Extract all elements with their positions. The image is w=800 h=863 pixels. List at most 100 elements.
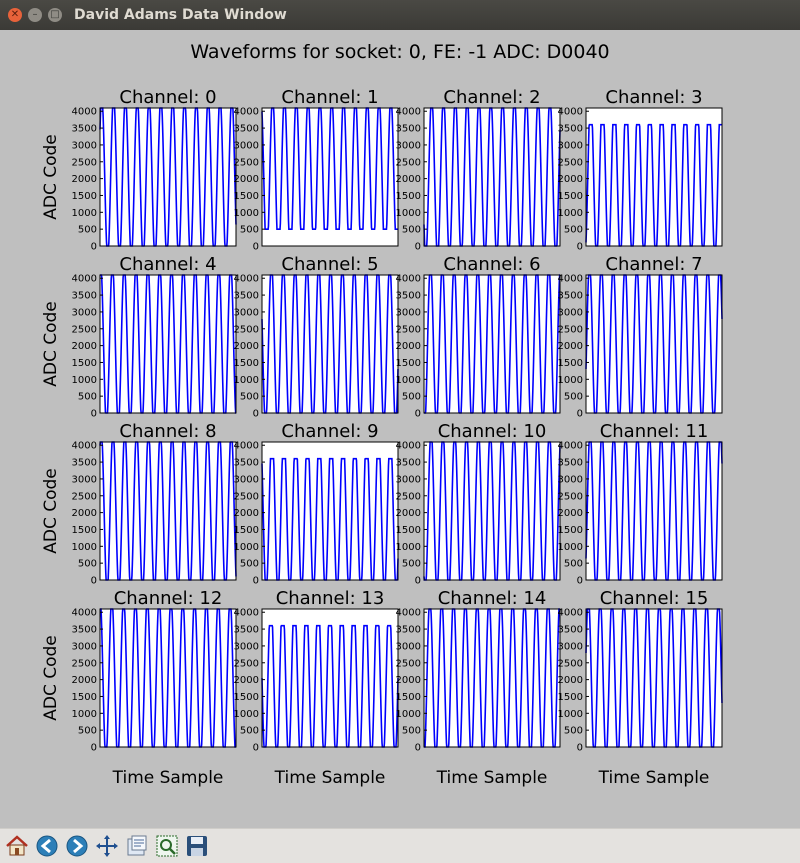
waveform-series [261,624,399,748]
y-tick-label: 3000 [234,307,259,318]
axes-background [586,609,722,747]
y-tick-label: 1500 [558,191,583,202]
y-tick-label: 2000 [396,174,421,185]
y-tick-label: 2500 [396,324,421,335]
subplot-title: Channel: 10 [438,421,547,442]
figure-canvas[interactable]: Waveforms for socket: 0, FE: -1 ADC: D00… [0,30,800,826]
minimize-icon[interactable]: – [28,8,42,22]
y-tick-label: 2500 [558,324,583,335]
y-tick-label: 4000 [396,441,421,452]
axes-frame [261,274,399,414]
y-tick-label: 1000 [558,375,583,386]
y-tick-label: 3500 [396,124,421,135]
y-tick-label: 1000 [396,709,421,720]
y-tick-label: 3000 [72,641,97,652]
y-tick-label: 4000 [234,441,259,452]
y-tick-label: 500 [564,392,583,403]
y-tick-label: 1000 [558,709,583,720]
y-tick-label: 1500 [72,191,97,202]
y-tick-label: 1000 [234,375,259,386]
y-tick-label: 4000 [396,274,421,285]
y-tick-label: 0 [253,576,259,587]
y-tick-label: 1000 [234,709,259,720]
y-tick-label: 500 [240,392,259,403]
subplot-title: Channel: 4 [119,254,216,275]
y-tick-label: 1500 [396,692,421,703]
y-tick-label: 2500 [396,491,421,502]
axes-background [262,609,398,747]
y-tick-label: 0 [91,242,97,253]
y-tick-label: 500 [402,559,421,570]
y-tick-label: 3500 [558,124,583,135]
y-tick-label: 2000 [72,508,97,519]
y-tick-label: 1500 [234,191,259,202]
axes-frame [99,274,237,414]
axes-frame [423,274,561,414]
y-tick-label: 4000 [72,441,97,452]
y-tick-label: 3000 [558,641,583,652]
y-tick-label: 3000 [558,140,583,151]
y-tick-label: 4000 [558,274,583,285]
y-tick-label: 1000 [558,208,583,219]
y-tick-label: 3500 [234,291,259,302]
y-tick-label: 4000 [558,608,583,619]
axes-frame [423,608,561,748]
y-tick-label: 2000 [72,675,97,686]
y-tick-label: 2000 [72,341,97,352]
y-tick-label: 2000 [72,174,97,185]
back-arrow-icon[interactable] [33,832,61,860]
y-tick-label: 3500 [72,124,97,135]
y-tick-label: 1000 [396,375,421,386]
axes-background [262,275,398,413]
y-tick-label: 1500 [396,191,421,202]
y-tick-label: 4000 [234,107,259,118]
y-tick-label: 2000 [558,174,583,185]
pan-icon[interactable] [93,832,121,860]
y-tick-label: 3500 [396,625,421,636]
y-tick-label: 0 [415,743,421,754]
y-tick-label: 0 [577,242,583,253]
y-tick-label: 2000 [558,675,583,686]
forward-arrow-icon[interactable] [63,832,91,860]
y-tick-label: 2500 [72,658,97,669]
subplot-title: Channel: 3 [605,87,702,108]
y-tick-label: 4000 [558,107,583,118]
subplot-title: Channel: 15 [600,588,709,609]
y-tick-label: 1500 [72,692,97,703]
zoom-rect-icon[interactable] [153,832,181,860]
maximize-icon[interactable]: □ [48,8,62,22]
y-tick-label: 2500 [234,491,259,502]
y-tick-label: 1500 [558,358,583,369]
y-tick-label: 1500 [396,525,421,536]
subplot-title: Channel: 0 [119,87,216,108]
y-tick-label: 2500 [234,324,259,335]
axes-frame [423,441,561,581]
axes-frame [99,608,237,748]
y-tick-label: 2500 [72,491,97,502]
y-tick-label: 2000 [396,341,421,352]
subplot-title: Channel: 12 [114,588,223,609]
y-tick-label: 2500 [396,658,421,669]
axes-frame [99,107,237,247]
y-tick-label: 1000 [396,542,421,553]
y-tick-label: 4000 [72,608,97,619]
y-tick-label: 2000 [234,341,259,352]
y-tick-label: 0 [577,576,583,587]
y-tick-label: 2000 [234,508,259,519]
x-axis-label: Time Sample [436,768,548,788]
waveform-series [100,608,236,748]
configure-subplots-icon[interactable] [123,832,151,860]
y-tick-label: 500 [78,726,97,737]
y-tick-label: 1000 [396,208,421,219]
x-axis-label: Time Sample [112,768,224,788]
y-tick-label: 4000 [234,274,259,285]
axes-frame [585,107,723,247]
window-title: David Adams Data Window [74,7,287,23]
y-tick-label: 3000 [396,641,421,652]
save-icon[interactable] [183,832,211,860]
home-icon[interactable] [3,832,31,860]
y-tick-label: 3500 [396,291,421,302]
y-tick-label: 500 [564,225,583,236]
y-tick-label: 3500 [558,625,583,636]
close-icon[interactable]: ✕ [8,8,22,22]
